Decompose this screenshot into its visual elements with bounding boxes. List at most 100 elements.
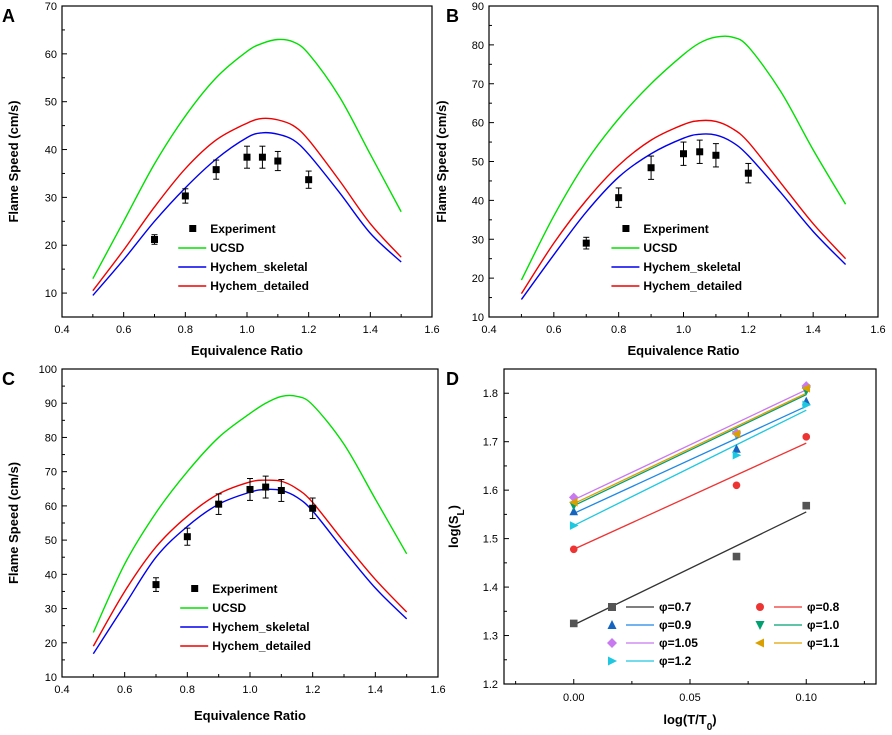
legend-label: φ=1.05 [659, 636, 698, 650]
y-axis-label: log(SL) [446, 505, 467, 548]
data-point [568, 497, 578, 507]
y-tick-label: 10 [45, 288, 57, 300]
legend-label-ucsd: UCSD [643, 241, 677, 255]
y-tick-label: 60 [472, 118, 484, 130]
x-tick-label: 0.4 [54, 684, 69, 696]
y-tick-label: 90 [45, 398, 57, 410]
x-tick-label: 1.4 [806, 324, 821, 336]
series-line-hychem-skeletal [92, 131, 402, 296]
data-point [568, 492, 579, 503]
y-tick-label: 1.5 [483, 534, 498, 546]
experiment-point [277, 486, 285, 494]
series-line-ucsd [520, 35, 847, 281]
x-tick-label: 0.4 [481, 324, 496, 336]
legend-marker [608, 656, 617, 666]
data-point [801, 384, 811, 393]
y-tick-label: 40 [45, 569, 57, 581]
y-tick-label: 30 [472, 234, 484, 246]
fit-line [573, 394, 807, 507]
legend-label: φ=0.9 [659, 618, 692, 632]
experiment-point [262, 483, 270, 491]
y-tick-label: 70 [472, 79, 484, 91]
y-tick-label: 40 [472, 195, 484, 207]
x-tick-label: 0.8 [180, 684, 195, 696]
y-tick-label: 10 [472, 312, 484, 324]
y-tick-label: 50 [472, 157, 484, 169]
legend-marker [755, 638, 764, 648]
data-point [802, 400, 812, 410]
y-tick-label: 40 [45, 145, 57, 157]
data-point [802, 501, 811, 510]
x-tick-label: 0.10 [796, 692, 817, 704]
legend-label: φ=0.8 [807, 600, 840, 614]
legend-marker-experiment [189, 225, 197, 232]
x-tick-label: 1.2 [301, 324, 316, 336]
data-point [732, 444, 741, 453]
y-tick-label: 1.8 [483, 388, 498, 400]
panel-label: D [446, 369, 459, 389]
y-tick-label: 20 [472, 273, 484, 285]
legend-label-hychem-skeletal: Hychem_skeletal [210, 260, 307, 274]
y-axis-label: Flame Speed (cm/s) [6, 462, 21, 584]
data-point [569, 619, 578, 628]
legend-label-hychem-detailed: Hychem_detailed [643, 279, 742, 293]
x-tick-label: 1.6 [424, 324, 439, 336]
experiment-point [712, 151, 720, 159]
x-tick-label: 0.05 [679, 692, 700, 704]
panel-a: 0.4 0.6 0.8 1.0 1.2 1.4 1.6 10 20 30 40 50 60 70 Equiv… [2, 1, 440, 358]
legend-marker-experiment [622, 225, 630, 232]
y-tick-label: 50 [45, 97, 57, 109]
experiment-point [696, 148, 704, 156]
legend-label-ucsd: UCSD [210, 241, 244, 255]
y-tick-label: 30 [45, 604, 57, 616]
legend-label: φ=0.7 [659, 600, 692, 614]
fit-line [573, 409, 807, 527]
data-point [569, 521, 579, 530]
experiment-point [680, 150, 687, 158]
experiment-point [243, 153, 251, 161]
legend-marker [608, 603, 616, 611]
experiment-point [212, 166, 220, 174]
data-point [732, 481, 741, 490]
x-axis-label: Equivalence Ratio [194, 708, 306, 723]
x-tick-label: 1.0 [676, 324, 691, 336]
y-tick-label: 30 [45, 192, 57, 204]
fit-line [573, 389, 807, 501]
experiment-point [309, 504, 317, 512]
y-tick-label: 1.7 [483, 437, 498, 449]
series-line-hychem-skeletal [520, 133, 847, 300]
data-point [569, 506, 579, 516]
experiment-point [151, 235, 158, 243]
legend-label-hychem-skeletal: Hychem_skeletal [212, 620, 309, 634]
x-tick-label: 1.2 [305, 684, 320, 696]
legend-marker-experiment [191, 585, 199, 592]
experiment-point [647, 164, 655, 172]
experiment-point [615, 194, 623, 202]
y-tick-label: 50 [45, 535, 57, 547]
y-axis-label-sub: L [456, 509, 467, 515]
experiment-point [744, 169, 752, 177]
legend-label-hychem-detailed: Hychem_detailed [210, 279, 309, 293]
y-tick-label: 20 [45, 638, 57, 650]
legend-label: φ=1.1 [807, 636, 840, 650]
panel-label: B [446, 6, 459, 26]
x-tick-label: 1.6 [870, 324, 885, 336]
y-tick-label: 1.4 [483, 582, 498, 594]
x-axis-label-sub: 0 [707, 722, 713, 733]
y-tick-label: 1.6 [483, 485, 498, 497]
y-tick-label: 1.2 [483, 679, 498, 691]
x-tick-label: 0.00 [563, 692, 584, 704]
x-tick-label: 0.6 [116, 324, 131, 336]
experiment-point [183, 533, 191, 541]
y-tick-label: 70 [45, 467, 57, 479]
data-point [802, 433, 811, 441]
y-tick-label: 60 [45, 49, 57, 61]
experiment-point [246, 485, 254, 493]
x-axis-label-main: log(T/T [663, 712, 706, 727]
panel-d: 0.00 0.05 0.10 1.2 1.3 1.4 1.5 1.6 1.7 1.8 log(T/T… [446, 368, 877, 733]
y-tick-label: 1.3 [483, 631, 498, 643]
fit-line [573, 392, 807, 505]
x-tick-label: 1.0 [242, 684, 257, 696]
fit-line [573, 405, 807, 515]
